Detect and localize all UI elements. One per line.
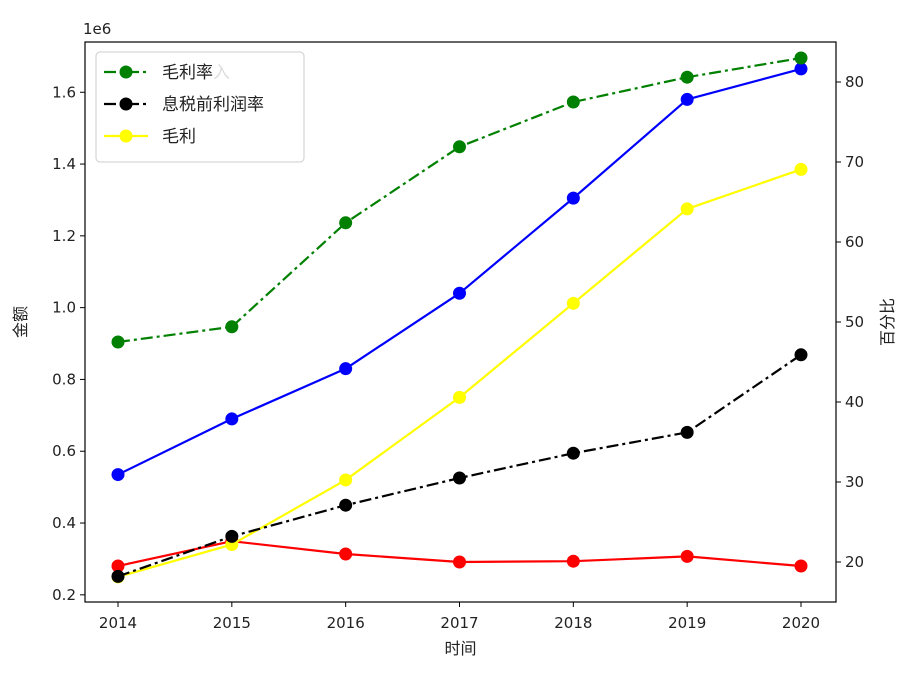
data-point-ebit_margin [225, 529, 239, 543]
left-y-tick-label: 0.2 [52, 586, 76, 604]
x-tick-label: 2017 [440, 614, 478, 632]
left-y-tick-label: 1.0 [52, 299, 76, 317]
data-point-revenue [111, 468, 125, 482]
x-tick-label: 2015 [213, 614, 251, 632]
data-point-ebit_margin [566, 446, 580, 460]
data-point-revenue [566, 191, 580, 205]
left-y-tick-label: 1.6 [52, 83, 76, 101]
data-point-other_margin [111, 559, 125, 573]
right-y-tick-label: 70 [845, 153, 864, 171]
data-point-gross_profit [339, 473, 353, 487]
right-y-tick-label: 30 [845, 473, 864, 491]
right-y-tick-label: 60 [845, 233, 864, 251]
right-y-tick-label: 20 [845, 553, 864, 571]
data-point-ebit_margin [794, 348, 808, 362]
legend-box [95, 51, 305, 163]
left-y-tick-label: 1.2 [52, 227, 76, 245]
legend-label: 息税前利润率 [162, 95, 264, 115]
legend-marker [119, 97, 133, 111]
data-point-revenue [339, 362, 353, 376]
data-point-gross_profit [453, 390, 466, 404]
series-gross_margin [111, 51, 808, 349]
x-axis-label: 时间 [444, 639, 476, 658]
right-y-tick-label: 40 [845, 393, 864, 411]
x-tick-label: 2014 [99, 614, 137, 632]
legend-label: 毛利 [162, 127, 196, 147]
data-point-gross_profit [566, 296, 580, 310]
legend-marker [119, 65, 133, 79]
data-point-gross_margin [225, 320, 239, 334]
series-ebit_margin [111, 348, 808, 583]
series-gross_profit [111, 162, 808, 584]
legend-marker [119, 129, 133, 143]
x-tick-label: 2019 [668, 614, 706, 632]
left-y-tick-label: 0.6 [52, 442, 76, 460]
data-point-gross_margin [111, 335, 125, 349]
left-y-tick-label: 0.4 [52, 514, 76, 532]
x-tick-label: 2016 [327, 614, 365, 632]
left-y-tick-label: 0.8 [52, 370, 76, 388]
data-point-revenue [794, 62, 808, 76]
left-y-tick-label: 1.4 [52, 155, 76, 173]
data-point-other_margin [566, 554, 580, 568]
data-point-ebit_margin [339, 498, 353, 512]
right-y-axis-label: 百分比 [878, 298, 897, 346]
legend-label: 毛利率入 [162, 63, 230, 83]
left-y-axis-label: 金额 [11, 306, 30, 338]
left-axis-offset-text: 1e6 [83, 20, 111, 38]
data-point-gross_margin [566, 95, 580, 109]
data-point-gross_margin [453, 140, 466, 154]
data-point-gross_margin [794, 51, 808, 65]
data-point-gross_profit [794, 162, 808, 176]
data-point-other_margin [794, 559, 808, 573]
data-point-revenue [225, 412, 239, 426]
data-point-ebit_margin [453, 471, 466, 485]
data-point-gross_margin [680, 70, 694, 84]
series-line-gross_profit [117, 168, 802, 578]
x-tick-label: 2018 [554, 614, 592, 632]
data-point-ebit_margin [680, 425, 694, 439]
data-point-gross_profit [680, 202, 694, 216]
data-point-other_margin [339, 547, 353, 561]
data-point-ebit_margin [111, 569, 125, 583]
series-revenue [111, 62, 808, 482]
right-y-tick-label: 50 [845, 313, 864, 331]
data-point-other_margin [453, 555, 466, 569]
right-y-tick-label: 80 [845, 73, 864, 91]
data-point-gross_margin [339, 216, 353, 230]
series-other_margin [111, 534, 808, 573]
data-point-revenue [680, 92, 694, 106]
x-tick-label: 2020 [782, 614, 820, 632]
legend-faded-fragment: 入 [213, 63, 230, 83]
data-point-revenue [453, 286, 466, 300]
data-point-other_margin [680, 549, 694, 563]
